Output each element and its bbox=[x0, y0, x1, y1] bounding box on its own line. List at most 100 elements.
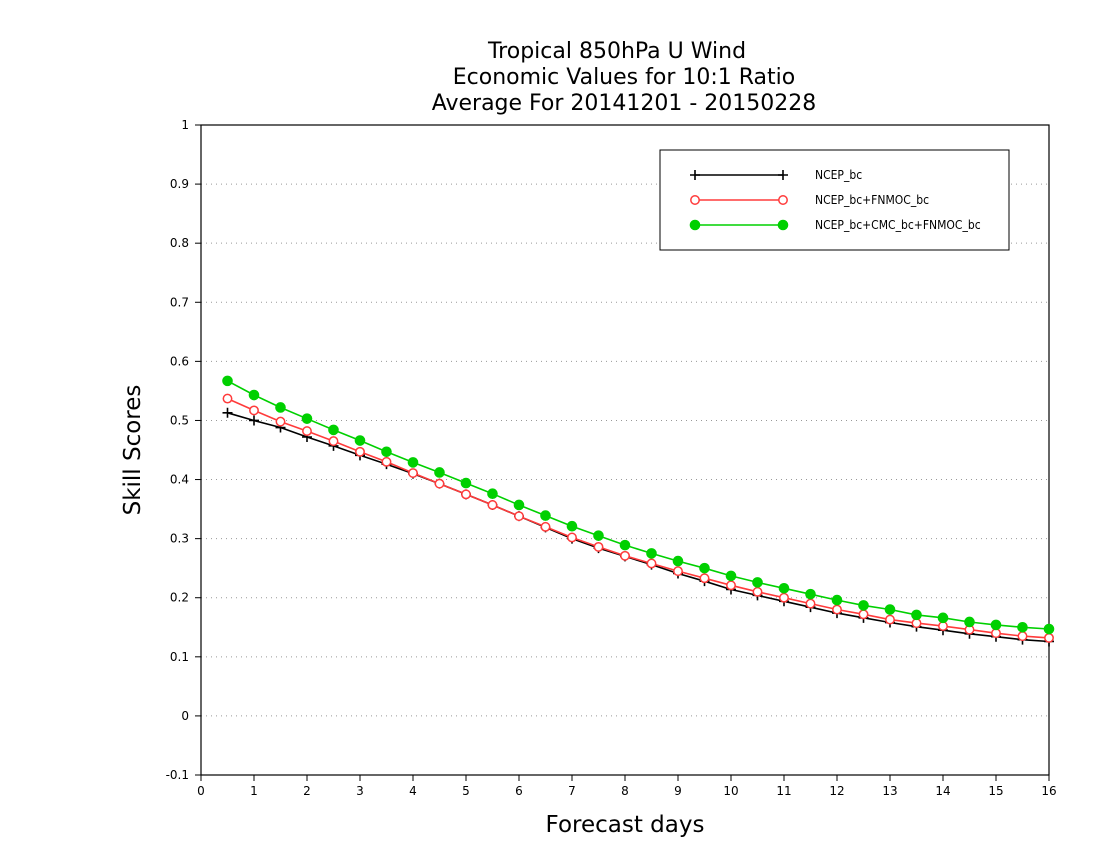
x-tick-label: 3 bbox=[356, 784, 364, 798]
data-point bbox=[513, 499, 525, 511]
data-point bbox=[990, 619, 1002, 631]
y-tick-label: 0.1 bbox=[170, 650, 189, 664]
y-tick-label: 0.5 bbox=[170, 413, 189, 427]
data-point bbox=[328, 424, 339, 436]
data-point bbox=[275, 402, 286, 413]
x-tick-label: 2 bbox=[303, 784, 311, 798]
series-line bbox=[227, 380, 1050, 630]
data-point bbox=[778, 582, 790, 594]
data-point bbox=[805, 598, 816, 609]
data-point bbox=[937, 612, 949, 624]
data-point bbox=[275, 416, 286, 427]
data-point bbox=[434, 478, 445, 489]
data-point bbox=[831, 594, 843, 606]
y-tick-label: 0 bbox=[181, 709, 189, 723]
x-tick-label: 15 bbox=[988, 784, 1003, 798]
data-point bbox=[408, 468, 418, 478]
data-point bbox=[302, 426, 312, 437]
series-2 bbox=[222, 393, 1054, 643]
x-tick-label: 14 bbox=[935, 784, 950, 798]
data-point bbox=[832, 604, 842, 615]
data-point bbox=[461, 489, 471, 500]
data-point bbox=[672, 555, 684, 567]
data-point bbox=[222, 407, 233, 418]
data-point bbox=[407, 457, 419, 468]
data-point bbox=[514, 511, 524, 522]
legend-box bbox=[659, 149, 1010, 251]
x-tick-label: 13 bbox=[882, 784, 897, 798]
title-line-1: Tropical 850hPa U Wind bbox=[487, 39, 746, 64]
data-point bbox=[540, 521, 551, 532]
title-line-2: Economic Values for 10:1 Ratio bbox=[453, 65, 795, 90]
grid-lines bbox=[201, 183, 1049, 717]
x-tick-label: 12 bbox=[829, 784, 844, 798]
legend-label: NCEP_bc bbox=[815, 168, 862, 182]
x-axis-label: Forecast days bbox=[546, 812, 705, 838]
legend-marker bbox=[777, 219, 789, 231]
data-point bbox=[938, 621, 948, 632]
series-layer bbox=[222, 375, 1055, 647]
data-point bbox=[354, 435, 366, 446]
legend-label: NCEP_bc+CMC_bc+FNMOC_bc bbox=[815, 218, 981, 232]
data-point bbox=[725, 570, 737, 582]
series-line bbox=[227, 412, 1050, 643]
data-point bbox=[593, 541, 604, 552]
x-tick-label: 6 bbox=[515, 784, 523, 798]
y-tick-label: 0.3 bbox=[170, 532, 189, 546]
y-tick-label: -0.1 bbox=[166, 768, 189, 782]
title-line-3: Average For 20141201 - 20150228 bbox=[432, 91, 817, 116]
data-point bbox=[460, 477, 472, 489]
data-point bbox=[752, 577, 763, 588]
legend-marker bbox=[690, 195, 700, 205]
data-point bbox=[779, 592, 789, 603]
data-point bbox=[858, 609, 869, 620]
legend-marker bbox=[689, 219, 701, 231]
data-point bbox=[381, 446, 392, 458]
data-point bbox=[222, 393, 233, 404]
data-point bbox=[885, 614, 895, 625]
x-tick-label: 5 bbox=[462, 784, 470, 798]
data-point bbox=[1017, 621, 1028, 633]
legend-label: NCEP_bc+FNMOC_bc bbox=[815, 193, 929, 207]
data-point bbox=[858, 600, 869, 611]
data-point bbox=[487, 488, 498, 500]
legend-item: NCEP_bc+CMC_bc+FNMOC_bc bbox=[689, 218, 981, 232]
y-tick-label: 0.7 bbox=[170, 295, 189, 309]
data-point bbox=[1043, 623, 1055, 635]
x-tick-label: 7 bbox=[568, 784, 576, 798]
data-point bbox=[301, 413, 313, 424]
legend-marker bbox=[778, 195, 788, 205]
data-point bbox=[593, 530, 604, 541]
legend-marker bbox=[690, 170, 700, 180]
legend-marker bbox=[778, 170, 788, 180]
y-tick-label: 0.2 bbox=[170, 591, 189, 605]
data-point bbox=[487, 500, 498, 510]
data-point bbox=[222, 375, 233, 387]
data-point bbox=[699, 573, 710, 584]
y-tick-label: 0.4 bbox=[170, 473, 189, 487]
data-point bbox=[248, 389, 260, 401]
y-tick-label: 1 bbox=[181, 118, 189, 132]
data-point bbox=[752, 586, 763, 597]
data-point bbox=[434, 467, 445, 478]
data-point bbox=[646, 558, 657, 569]
data-point bbox=[619, 539, 631, 551]
x-tick-label: 0 bbox=[197, 784, 205, 798]
x-tick-label: 9 bbox=[674, 784, 682, 798]
data-point bbox=[355, 446, 365, 457]
series-3 bbox=[222, 375, 1055, 635]
data-point bbox=[249, 405, 259, 416]
y-tick-label: 0.9 bbox=[170, 177, 189, 191]
legend: NCEP_bc NCEP_bc+FNMOC_bc NCEP_bc+CMC_bc+FN… bbox=[659, 149, 1010, 251]
data-point bbox=[673, 566, 683, 577]
x-tick-label: 10 bbox=[723, 784, 738, 798]
data-point bbox=[911, 609, 922, 621]
data-point bbox=[699, 562, 710, 574]
series-line bbox=[227, 397, 1050, 639]
y-tick-label: 0.8 bbox=[170, 236, 189, 250]
data-point bbox=[566, 520, 578, 532]
data-point bbox=[381, 456, 392, 467]
data-point bbox=[567, 532, 577, 543]
x-tick-label: 11 bbox=[776, 784, 791, 798]
